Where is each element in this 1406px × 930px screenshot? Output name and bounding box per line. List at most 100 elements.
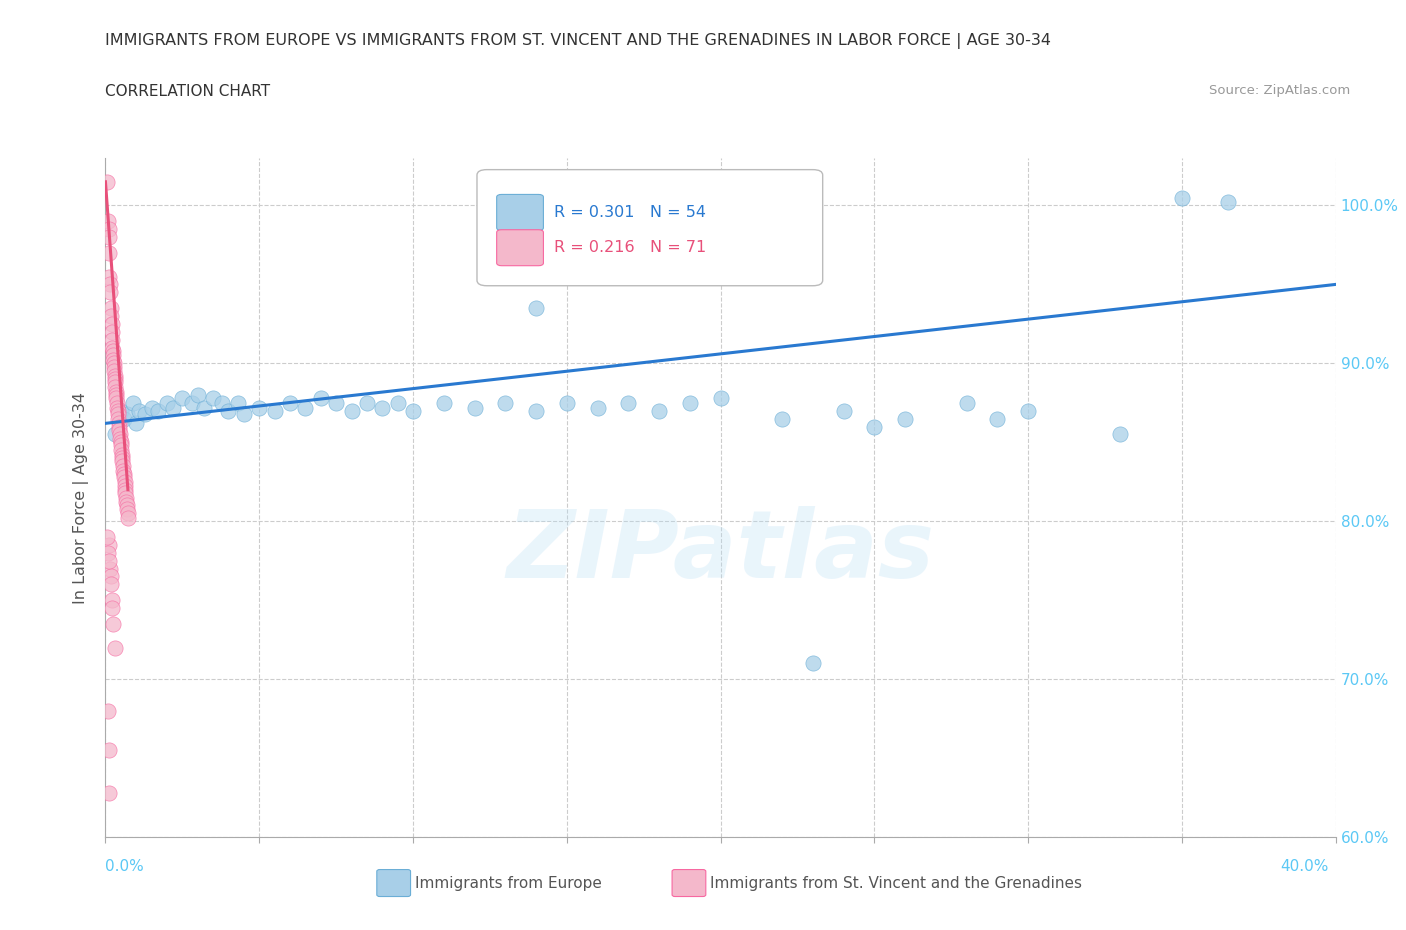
Point [524,404,547,418]
Point [710,391,733,405]
Point [110,435,132,450]
Point [98,277,121,292]
Point [111,447,134,462]
Point [114,479,136,494]
Point [325,395,347,410]
Point [97,538,120,552]
Point [309,391,332,405]
Point [100,569,122,584]
Point [107,416,129,431]
Text: CORRELATION CHART: CORRELATION CHART [105,84,270,99]
Point [112,470,135,485]
Point [180,395,202,410]
Point [104,427,127,442]
Point [97,221,120,236]
Point [433,395,456,410]
Point [104,640,127,655]
Point [117,511,139,525]
Point [105,400,128,415]
Point [104,375,127,390]
Point [105,391,128,405]
Point [114,483,136,498]
Point [1109,427,1132,442]
Text: Immigrants from Europe: Immigrants from Europe [415,876,602,891]
Point [986,411,1008,426]
Point [110,438,132,453]
Text: 40.0%: 40.0% [1281,859,1329,874]
Point [115,498,138,512]
Point [211,395,233,410]
Point [111,454,134,469]
Point [103,364,125,379]
Point [112,463,135,478]
Point [187,388,209,403]
Point [128,404,150,418]
Point [100,592,122,607]
Point [464,400,486,415]
Point [101,601,124,616]
Point [105,395,128,410]
Point [832,404,855,418]
Point [108,422,131,437]
Text: ZIPatlas: ZIPatlas [506,506,935,598]
Point [101,348,124,363]
Point [770,411,793,426]
Point [104,384,127,399]
Point [107,406,129,421]
Point [371,400,394,415]
Point [387,395,409,410]
Point [98,285,121,299]
Point [894,411,917,426]
Point [97,230,120,245]
Point [162,400,184,415]
Point [122,395,145,410]
Point [294,400,316,415]
Point [193,400,215,415]
Point [103,359,125,374]
Point [247,400,270,415]
Point [679,395,702,410]
Point [115,501,138,516]
Point [98,269,121,284]
Point [103,356,125,371]
Point [117,506,139,521]
Point [156,395,179,410]
FancyBboxPatch shape [496,230,543,266]
Point [97,545,120,560]
Point [101,352,124,367]
Point [97,214,120,229]
Point [263,404,285,418]
Point [108,427,131,442]
Point [110,432,132,446]
Point [648,404,671,418]
Point [98,246,121,260]
Point [494,395,516,410]
FancyBboxPatch shape [477,169,823,286]
Point [863,419,886,434]
Point [146,404,169,418]
Point [96,529,118,544]
Text: Source: ZipAtlas.com: Source: ZipAtlas.com [1209,84,1350,97]
Point [340,404,363,418]
Point [108,419,131,434]
Point [104,379,127,394]
Point [100,577,122,591]
Point [202,391,225,405]
Point [96,174,118,189]
Point [101,343,124,358]
Point [110,443,132,458]
Point [141,400,163,415]
Point [232,406,254,421]
Point [105,388,128,403]
Point [1017,404,1039,418]
Point [100,316,122,331]
Text: Immigrants from St. Vincent and the Grenadines: Immigrants from St. Vincent and the Gren… [710,876,1083,891]
Point [97,785,120,800]
Point [104,372,127,387]
Point [100,300,122,315]
Point [1216,195,1239,210]
Text: R = 0.301   N = 54: R = 0.301 N = 54 [554,205,706,219]
Text: R = 0.216   N = 71: R = 0.216 N = 71 [554,240,707,255]
Point [586,400,609,415]
FancyBboxPatch shape [496,194,543,231]
